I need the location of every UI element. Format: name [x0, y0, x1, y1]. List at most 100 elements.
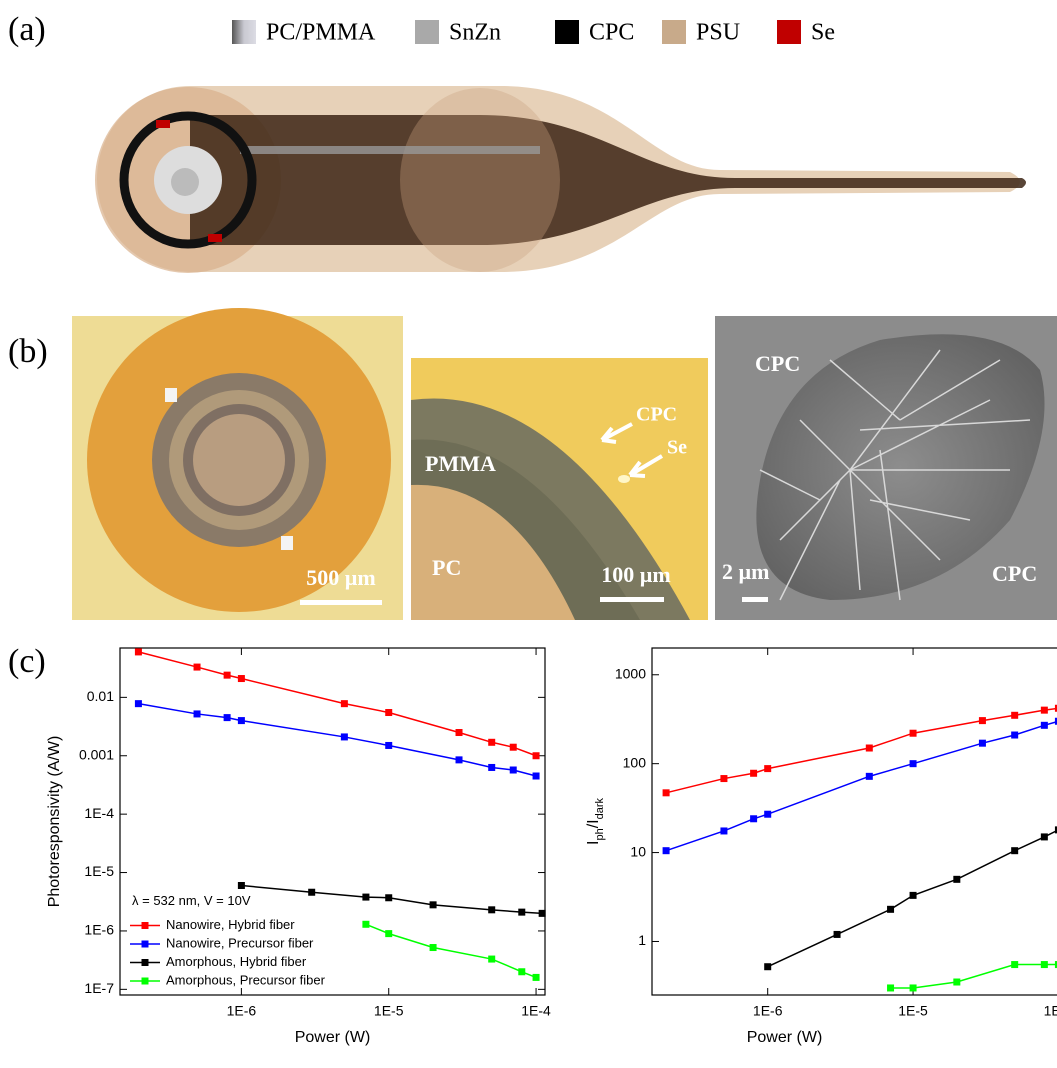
- data-point: [720, 827, 727, 834]
- data-point: [341, 733, 348, 740]
- data-point: [224, 672, 231, 679]
- data-point: [979, 740, 986, 747]
- data-point: [866, 773, 873, 780]
- fiber-schematic: [95, 86, 1026, 273]
- image-label: CPC: [992, 561, 1037, 586]
- data-point: [720, 775, 727, 782]
- data-point: [1041, 707, 1048, 714]
- y-tick-label: 1E-6: [84, 922, 114, 938]
- micrograph-detail: CPC Se PMMA PC 100 µm: [411, 358, 708, 620]
- image-label: PC: [432, 555, 461, 580]
- y-axis-label: Iph/Idark: [585, 798, 606, 845]
- data-point: [1041, 722, 1048, 729]
- data-point: [510, 744, 517, 751]
- y-axis-label-part: ph: [594, 828, 606, 840]
- chart: 1E-61E-51E-41101001000Power (W)Iph/Idark: [585, 648, 1057, 1046]
- data-point: [518, 909, 525, 916]
- data-point: [533, 752, 540, 759]
- data-point: [362, 921, 369, 928]
- data-point: [663, 789, 670, 796]
- legend-marker: [142, 978, 149, 985]
- legend-swatch: [777, 20, 801, 44]
- data-point: [224, 714, 231, 721]
- panel-label: (a): [8, 11, 46, 48]
- legend-label: PC/PMMA: [266, 20, 376, 46]
- data-point: [238, 717, 245, 724]
- data-point: [488, 739, 495, 746]
- scale-bar: [300, 600, 382, 605]
- legend-label: Nanowire, Precursor fiber: [166, 935, 314, 950]
- data-point: [764, 765, 771, 772]
- image-label: Se: [667, 437, 687, 459]
- data-point: [1011, 732, 1018, 739]
- electrode: [281, 536, 293, 550]
- x-axis-label: Power (W): [747, 1029, 823, 1046]
- x-tick-label: 1E-6: [753, 1003, 783, 1019]
- data-point: [518, 968, 525, 975]
- image-label: PMMA: [425, 451, 496, 476]
- data-point: [308, 889, 315, 896]
- data-point: [910, 760, 917, 767]
- data-point: [533, 773, 540, 780]
- data-point: [430, 944, 437, 951]
- data-point: [194, 710, 201, 717]
- y-tick-label: 1E-4: [84, 805, 114, 821]
- legend-label: SnZn: [449, 20, 501, 46]
- x-tick-label: 1E-5: [374, 1003, 404, 1019]
- data-point: [488, 764, 495, 771]
- data-point: [887, 906, 894, 913]
- y-tick-label: 10: [630, 843, 646, 859]
- y-tick-label: 100: [623, 754, 647, 770]
- data-point: [385, 709, 392, 716]
- plot-area: [663, 705, 1057, 992]
- data-point: [385, 742, 392, 749]
- data-point: [979, 717, 986, 724]
- scale-label: 2 µm: [722, 559, 770, 584]
- scale-label: 100 µm: [601, 562, 671, 587]
- y-axis-label: Photoresponsivity (A/W): [46, 736, 63, 908]
- data-point: [1011, 847, 1018, 854]
- data-point: [1011, 961, 1018, 968]
- legend-marker: [142, 959, 149, 966]
- data-point: [663, 847, 670, 854]
- legend-label: Nanowire, Hybrid fiber: [166, 917, 295, 932]
- data-point: [385, 894, 392, 901]
- pc-core: [171, 168, 199, 196]
- data-point: [385, 930, 392, 937]
- data-point: [456, 729, 463, 736]
- electrode: [165, 388, 177, 402]
- x-tick-label: 1E-4: [1044, 1003, 1057, 1019]
- annotation: λ = 532 nm, V = 10V: [132, 893, 251, 908]
- legend-label: CPC: [589, 20, 634, 46]
- schematic-legend: PC/PMMASnZnCPCPSUSe: [232, 20, 835, 46]
- plot-frame: [652, 648, 1057, 995]
- data-point: [866, 745, 873, 752]
- data-point: [764, 811, 771, 818]
- data-point: [456, 756, 463, 763]
- data-point: [488, 956, 495, 963]
- y-tick-label: 1000: [615, 665, 646, 681]
- se-contact: [208, 234, 222, 242]
- series-line: [891, 965, 1057, 988]
- data-point: [539, 910, 546, 917]
- legend-swatch: [662, 20, 686, 44]
- data-point: [488, 906, 495, 913]
- data-point: [238, 675, 245, 682]
- image-label: CPC: [636, 404, 677, 426]
- data-point: [341, 700, 348, 707]
- data-point: [135, 700, 142, 707]
- data-point: [238, 882, 245, 889]
- legend-label: Amorphous, Precursor fiber: [166, 972, 326, 987]
- y-tick-label: 0.001: [79, 746, 114, 762]
- figure-canvas: (a) (b) (c) PC/PMMASnZnCPCPSUSe 500 µm: [0, 0, 1057, 1068]
- data-point: [953, 876, 960, 883]
- psu-section: [400, 88, 560, 272]
- micrograph-cross-section: 500 µm: [72, 308, 403, 620]
- legend-swatch: [232, 20, 256, 44]
- panel-label: (b): [8, 333, 48, 370]
- snzn-wire: [240, 146, 540, 154]
- data-point: [1041, 833, 1048, 840]
- legend-marker: [142, 922, 149, 929]
- y-tick-label: 1E-5: [84, 863, 114, 879]
